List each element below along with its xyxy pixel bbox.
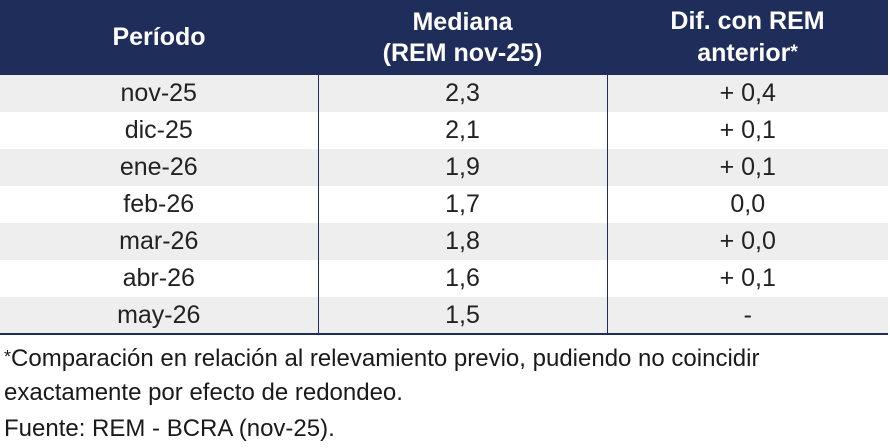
table-row: feb-26 1,7 0,0 — [0, 186, 888, 223]
cell-period: feb-26 — [123, 190, 195, 218]
inflation-expectations-table-container: Período Mediana (REM nov-25) Dif. con RE… — [0, 0, 888, 335]
header-diff-line2-wrap: anterior* — [607, 37, 888, 69]
cell-period: mar-26 — [119, 227, 199, 255]
table-header-row: Período Mediana (REM nov-25) Dif. con RE… — [0, 0, 888, 75]
cell-diff: 0,0 — [730, 190, 766, 218]
header-diff-asterisk: * — [790, 42, 798, 63]
footnote: *Comparación en relación al relevamiento… — [4, 340, 884, 410]
cell-median: 2,1 — [317, 112, 608, 149]
cell-diff: + 0,1 — [719, 264, 776, 292]
header-period: Período — [0, 0, 318, 75]
cell-median: 1,6 — [317, 260, 608, 297]
header-median-line1: Mediana — [412, 7, 513, 36]
cell-median: 1,5 — [317, 297, 608, 335]
cell-diff: + 0,0 — [719, 227, 776, 255]
header-period-label: Período — [112, 23, 206, 51]
cell-median: 1,7 — [317, 186, 608, 223]
table-body: nov-25 2,3 + 0,4 dic-25 2,1 + 0,1 ene-26 1,9 + 0… — [0, 75, 888, 335]
cell-period: abr-26 — [122, 264, 195, 292]
table-row: dic-25 2,1 + 0,1 — [0, 112, 888, 149]
table-row: may-26 1,5- — [0, 297, 888, 335]
cell-diff: - — [607, 297, 888, 335]
table-row: abr-26 1,6 + 0,1 — [0, 260, 888, 297]
cell-period: ene-26 — [119, 153, 198, 181]
source-note: Fuente: REM - BCRA (nov-25). — [4, 415, 335, 442]
cell-diff: + 0,4 — [719, 79, 776, 107]
cell-median: 2,3 — [317, 75, 608, 112]
table-notes: *Comparación en relación al relevamiento… — [4, 340, 884, 446]
header-diff-line2: anterior — [697, 39, 791, 67]
table-row: nov-25 2,3 + 0,4 — [0, 75, 888, 112]
header-diff-line1: Dif. con REM — [670, 7, 825, 35]
cell-period: nov-25 — [120, 79, 197, 107]
table-row: mar-26 1,8 + 0,0 — [0, 223, 888, 260]
cell-median: 1,9 — [317, 149, 608, 186]
cell-period: dic-25 — [124, 116, 193, 144]
table-row: ene-26 1,9 + 0,1 — [0, 149, 888, 186]
cell-median: 1,8 — [317, 223, 608, 260]
footnote-text: Comparación en relación al relevamiento … — [4, 345, 760, 406]
cell-diff: + 0,1 — [719, 116, 776, 144]
footnote-asterisk: * — [4, 347, 12, 367]
header-diff: Dif. con REM anterior* — [607, 0, 888, 75]
inflation-expectations-table: Período Mediana (REM nov-25) Dif. con RE… — [0, 0, 888, 335]
header-median-line2: (REM nov-25) — [382, 38, 543, 67]
header-median: Mediana (REM nov-25) — [318, 0, 607, 75]
cell-period: may-26 — [0, 297, 318, 335]
cell-diff: + 0,1 — [719, 153, 776, 181]
